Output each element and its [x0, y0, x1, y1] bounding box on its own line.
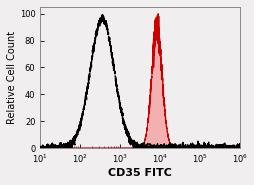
Y-axis label: Relative Cell Count: Relative Cell Count: [7, 31, 17, 124]
X-axis label: CD35 FITC: CD35 FITC: [108, 168, 171, 178]
